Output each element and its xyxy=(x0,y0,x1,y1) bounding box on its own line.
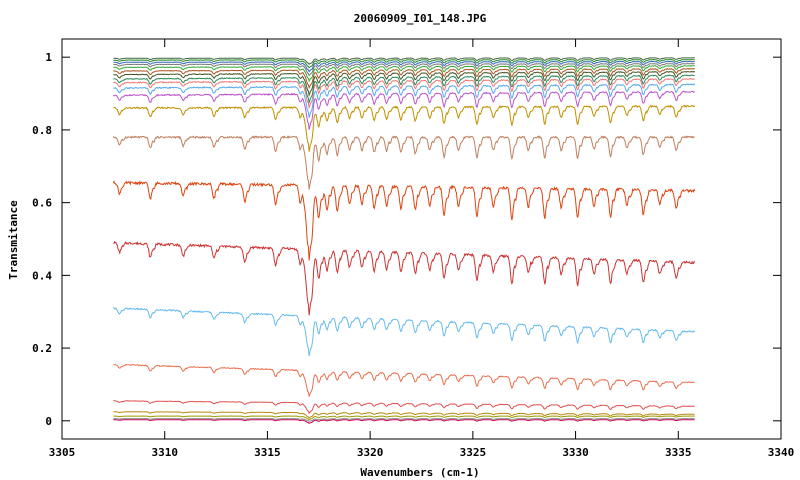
y-tick-label: 0.4 xyxy=(32,269,52,282)
x-tick-label: 3335 xyxy=(665,446,692,459)
series-line-14 xyxy=(113,74,695,105)
x-tick-label: 3325 xyxy=(460,446,487,459)
x-tick-label: 3310 xyxy=(151,446,178,459)
x-axis-label: Wavenumbers (cm-1) xyxy=(360,466,479,479)
series-line-13 xyxy=(113,78,695,110)
x-tick-label: 3305 xyxy=(49,446,76,459)
series-line-9 xyxy=(112,135,695,190)
plot-frame xyxy=(61,38,782,440)
series-line-17 xyxy=(113,65,695,83)
series-line-21 xyxy=(113,57,695,66)
series-line-10 xyxy=(113,104,696,152)
series-line-0 xyxy=(113,419,695,424)
series-line-1 xyxy=(113,418,695,422)
series-line-16 xyxy=(113,67,695,90)
chart-title: 20060909_I01_148.JPG xyxy=(354,12,487,25)
series-line-4 xyxy=(113,400,695,414)
series-line-3 xyxy=(113,411,695,419)
x-tick-label: 3340 xyxy=(768,446,795,459)
y-tick-label: 0.6 xyxy=(32,197,52,210)
series-line-12 xyxy=(113,83,696,118)
y-axis-label: Transmitance xyxy=(7,200,20,280)
x-tick-label: 3315 xyxy=(254,446,281,459)
series-lines xyxy=(112,57,696,424)
series-line-19 xyxy=(113,60,695,73)
series-line-15 xyxy=(113,70,696,97)
x-tick-label: 3320 xyxy=(357,446,384,459)
series-line-18 xyxy=(113,62,695,77)
x-tick-label: 3330 xyxy=(562,446,589,459)
series-line-6 xyxy=(113,306,695,357)
y-tick-label: 1 xyxy=(45,51,52,64)
y-tick-label: 0 xyxy=(45,415,52,428)
x-axis: 3305 3310 3315 3320 3325 3330 3335 3340 xyxy=(49,39,795,459)
series-line-5 xyxy=(113,363,695,397)
y-tick-label: 0.2 xyxy=(32,342,52,355)
series-line-11 xyxy=(112,90,696,130)
y-axis: 0 0.2 0.4 0.6 0.8 1 xyxy=(32,51,781,428)
series-line-7 xyxy=(113,240,696,316)
series-line-20 xyxy=(113,59,695,69)
series-line-2 xyxy=(113,415,695,421)
y-tick-label: 0.8 xyxy=(32,124,52,137)
series-line-8 xyxy=(112,180,696,261)
